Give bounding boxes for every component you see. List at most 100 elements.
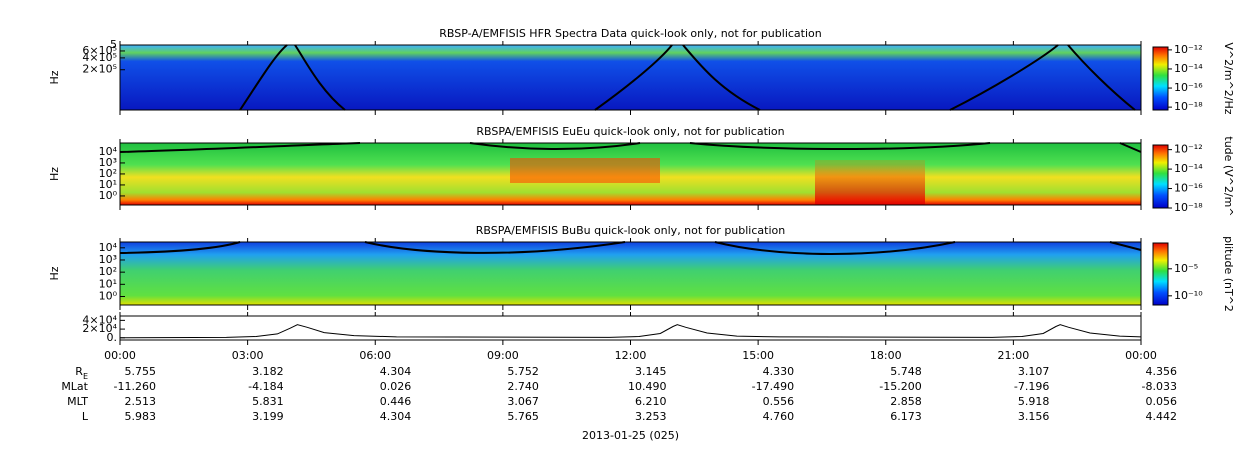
y-tick-label: 10⁰ xyxy=(99,189,118,202)
ephemeris-value: 4.304 xyxy=(380,410,412,423)
ephemeris-value: 5.918 xyxy=(1018,395,1050,408)
y-axis-label: Hz xyxy=(48,70,61,84)
ephemeris-label-subscript: E xyxy=(83,372,88,381)
ephemeris-value: 4.356 xyxy=(1146,365,1178,378)
ephemeris-value: 3.107 xyxy=(1018,365,1050,378)
y-tick-label: 10³ xyxy=(99,156,117,169)
ephemeris-value: 2.740 xyxy=(507,380,539,393)
ephemeris-label-text: L xyxy=(82,410,89,423)
ephemeris-value: 3.145 xyxy=(635,365,667,378)
ephemeris-value: 3.182 xyxy=(252,365,284,378)
ephemeris-value: 0.556 xyxy=(763,395,795,408)
y-axis-label: Hz xyxy=(48,266,61,280)
colorbar-tick-label: 10⁻⁵ xyxy=(1174,262,1198,275)
ephemeris-value: 6.210 xyxy=(635,395,667,408)
x-tick-label: 18:00 xyxy=(870,349,902,362)
ephemeris-value: 5.752 xyxy=(507,365,539,378)
ephemeris-value: -17.490 xyxy=(752,380,794,393)
y-tick-label: 10⁴ xyxy=(99,145,118,158)
x-tick-label: 03:00 xyxy=(232,349,264,362)
ephemeris-label: MLat xyxy=(61,380,88,393)
ephemeris-label-text: R xyxy=(75,365,83,378)
ephemeris-value: 4.442 xyxy=(1146,410,1178,423)
ephemeris-label: L xyxy=(82,410,89,423)
y-tick-label: 2×10⁵ xyxy=(82,63,117,76)
y-tick-label: 10⁴ xyxy=(99,241,118,254)
ephemeris-value: 4.760 xyxy=(763,410,795,423)
ephemeris-value: 2.513 xyxy=(125,395,157,408)
y-tick-label: 10¹ xyxy=(99,277,117,290)
colorbar-tick-label: 10⁻¹⁶ xyxy=(1174,182,1203,195)
ephemeris-value: 3.067 xyxy=(507,395,539,408)
plot-frame xyxy=(119,241,1142,306)
colorbar-tick-label: 10⁻¹⁸ xyxy=(1174,100,1203,113)
x-tick-label: 00:00 xyxy=(1125,349,1157,362)
x-axis-label: 2013-01-25 (025) xyxy=(582,429,679,442)
ephemeris-value: 5.765 xyxy=(507,410,539,423)
ephemeris-value: 6.173 xyxy=(890,410,922,423)
ephemeris-value: -11.260 xyxy=(114,380,156,393)
ephemeris-value: 0.056 xyxy=(1146,395,1178,408)
y-tick-label: 10¹ xyxy=(99,178,117,191)
colorbar-tick-label: 10⁻¹² xyxy=(1174,143,1203,156)
colorbar-label: V^2/m^2/Hz xyxy=(1222,42,1235,114)
ephemeris-label-text: MLat xyxy=(61,380,88,393)
spectrogram-feature xyxy=(815,160,925,205)
ephemeris-value: 0.026 xyxy=(380,380,412,393)
x-tick-label: 21:00 xyxy=(998,349,1030,362)
colorbar-tick-label: 10⁻¹⁸ xyxy=(1174,201,1203,214)
ephemeris-value: 3.253 xyxy=(635,410,667,423)
ephemeris-value: 3.156 xyxy=(1018,410,1050,423)
y-axis-label: Hz xyxy=(48,167,61,181)
y-tick-label: 10⁰ xyxy=(99,289,118,302)
colorbar-tick-label: 10⁻¹⁶ xyxy=(1174,81,1203,94)
ephemeris-value: 5.748 xyxy=(890,365,922,378)
panel-title: RBSP-A/EMFISIS HFR Spectra Data quick-lo… xyxy=(439,27,822,40)
ephemeris-value: 5.983 xyxy=(125,410,157,423)
colorbar-tick-label: 10⁻¹² xyxy=(1174,43,1203,56)
y-tick-label: 10² xyxy=(99,265,117,278)
x-tick-label: 15:00 xyxy=(742,349,774,362)
y-tick-label: 0. xyxy=(107,331,118,344)
colorbar-tick-label: 10⁻¹⁴ xyxy=(1174,162,1203,175)
ephemeris-value: -4.184 xyxy=(248,380,283,393)
ephemeris-value: 5.831 xyxy=(252,395,284,408)
spectrogram-image xyxy=(120,45,1141,110)
plasma-frequency-curves xyxy=(119,44,1142,255)
x-tick-label: 09:00 xyxy=(487,349,519,362)
ephemeris-label: RE xyxy=(75,365,88,381)
ephemeris-value: 3.199 xyxy=(252,410,284,423)
ephemeris-value: -15.200 xyxy=(879,380,921,393)
panel-title: RBSPA/EMFISIS EuEu quick-look only, not … xyxy=(476,125,784,138)
ephemeris-label-text: MLT xyxy=(67,395,88,408)
x-tick-label: 12:00 xyxy=(615,349,647,362)
y-tick-label: 10² xyxy=(99,167,117,180)
y-tick-label: 4×10⁴ xyxy=(82,313,117,326)
x-tick-label: 00:00 xyxy=(104,349,136,362)
ephemeris-value: 4.304 xyxy=(380,365,412,378)
data-line xyxy=(119,324,1142,339)
y-tick-label: 2×10⁴ xyxy=(82,322,117,335)
colorbar xyxy=(1152,144,1169,209)
colorbar-label: tude (V^2/m^ xyxy=(1222,136,1235,216)
x-tick-label: 06:00 xyxy=(359,349,391,362)
panel-title: RBSPA/EMFISIS BuBu quick-look only, not … xyxy=(476,224,786,237)
y-tick-label: 10³ xyxy=(99,253,117,266)
colorbar-tick-label: 10⁻¹⁴ xyxy=(1174,62,1203,75)
spectrogram-feature xyxy=(510,158,660,183)
y-tick-label: 4×10⁵ xyxy=(82,51,117,64)
colorbar-label: plitude (nT^2 xyxy=(1222,236,1235,312)
ephemeris-value: 2.858 xyxy=(890,395,922,408)
ephemeris-value: 0.446 xyxy=(380,395,412,408)
ephemeris-label: MLT xyxy=(67,395,88,408)
colorbar xyxy=(1152,242,1169,306)
colorbar xyxy=(1152,46,1169,111)
plot-frame xyxy=(119,142,1142,206)
y-tick-label: 6×10⁵ xyxy=(82,44,117,57)
plot-frame xyxy=(119,315,1142,341)
plot-frame xyxy=(119,44,1142,111)
colorbar-tick-label: 10⁻¹⁰ xyxy=(1174,289,1203,302)
ephemeris-value: -7.196 xyxy=(1014,380,1049,393)
ephemeris-value: 5.755 xyxy=(125,365,157,378)
